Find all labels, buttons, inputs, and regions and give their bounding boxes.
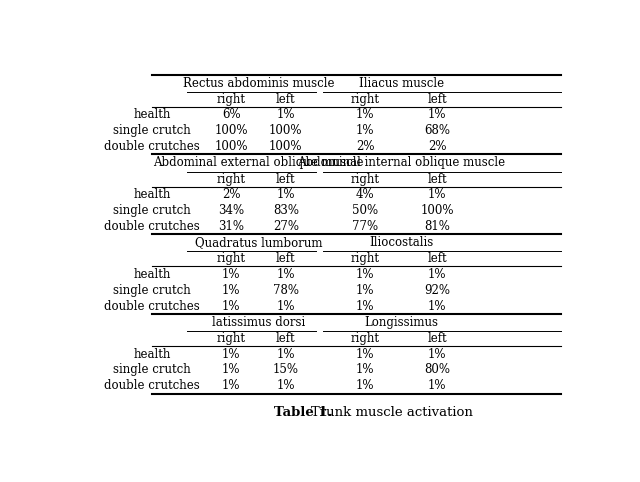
Text: 80%: 80% (424, 363, 450, 376)
Text: 1%: 1% (276, 379, 295, 392)
Text: health: health (133, 188, 171, 201)
Text: right: right (217, 173, 246, 186)
Text: right: right (351, 332, 380, 345)
Text: Trunk muscle activation: Trunk muscle activation (310, 405, 472, 418)
Text: 4%: 4% (356, 188, 374, 201)
Text: Iliocostalis: Iliocostalis (369, 236, 433, 249)
Text: Rectus abdominis muscle: Rectus abdominis muscle (183, 77, 334, 90)
Text: 15%: 15% (273, 363, 299, 376)
Text: 81%: 81% (424, 220, 450, 233)
Text: Iliacus muscle: Iliacus muscle (358, 77, 444, 90)
Text: health: health (133, 108, 171, 121)
Text: 2%: 2% (428, 140, 446, 153)
Text: 1%: 1% (356, 284, 374, 297)
Text: 1%: 1% (428, 348, 446, 361)
Text: 1%: 1% (222, 268, 241, 281)
Text: 1%: 1% (356, 124, 374, 137)
Text: single crutch: single crutch (113, 124, 191, 137)
Text: 100%: 100% (420, 204, 454, 217)
Text: 1%: 1% (428, 379, 446, 392)
Text: 78%: 78% (273, 284, 299, 297)
Text: 1%: 1% (222, 379, 241, 392)
Text: 2%: 2% (222, 188, 241, 201)
Text: right: right (217, 93, 246, 106)
Text: Abdominal external oblique muscle: Abdominal external oblique muscle (154, 157, 364, 170)
Text: right: right (351, 93, 380, 106)
Text: left: left (276, 173, 296, 186)
Text: 27%: 27% (273, 220, 299, 233)
Text: 1%: 1% (356, 108, 374, 121)
Text: 83%: 83% (273, 204, 299, 217)
Text: 100%: 100% (214, 124, 248, 137)
Text: 1%: 1% (276, 108, 295, 121)
Text: left: left (276, 332, 296, 345)
Text: left: left (428, 253, 447, 266)
Text: 1%: 1% (428, 188, 446, 201)
Text: single crutch: single crutch (113, 284, 191, 297)
Text: 1%: 1% (428, 268, 446, 281)
Text: double crutches: double crutches (104, 299, 200, 312)
Text: Abdominal internal oblique muscle: Abdominal internal oblique muscle (297, 157, 505, 170)
Text: left: left (276, 253, 296, 266)
Text: left: left (428, 332, 447, 345)
Text: left: left (428, 93, 447, 106)
Text: left: left (428, 173, 447, 186)
Text: double crutches: double crutches (104, 140, 200, 153)
Text: 1%: 1% (276, 188, 295, 201)
Text: right: right (351, 173, 380, 186)
Text: 92%: 92% (424, 284, 450, 297)
Text: 100%: 100% (269, 124, 303, 137)
Text: right: right (217, 253, 246, 266)
Text: health: health (133, 268, 171, 281)
Text: 1%: 1% (276, 268, 295, 281)
Text: Longissimus: Longissimus (364, 316, 438, 329)
Text: latissimus dorsi: latissimus dorsi (212, 316, 305, 329)
Text: right: right (217, 332, 246, 345)
Text: Quadratus lumborum: Quadratus lumborum (195, 236, 323, 249)
Text: health: health (133, 348, 171, 361)
Text: double crutches: double crutches (104, 220, 200, 233)
Text: 1%: 1% (222, 363, 241, 376)
Text: 1%: 1% (356, 268, 374, 281)
Text: left: left (276, 93, 296, 106)
Text: 100%: 100% (214, 140, 248, 153)
Text: 31%: 31% (218, 220, 244, 233)
Text: 50%: 50% (352, 204, 378, 217)
Text: 34%: 34% (218, 204, 244, 217)
Text: 1%: 1% (356, 379, 374, 392)
Text: single crutch: single crutch (113, 363, 191, 376)
Text: 1%: 1% (222, 348, 241, 361)
Text: 1%: 1% (276, 348, 295, 361)
Text: 1%: 1% (222, 284, 241, 297)
Text: 1%: 1% (356, 348, 374, 361)
Text: 1%: 1% (428, 299, 446, 312)
Text: right: right (351, 253, 380, 266)
Text: 2%: 2% (356, 140, 374, 153)
Text: 6%: 6% (222, 108, 241, 121)
Text: 77%: 77% (352, 220, 378, 233)
Text: 100%: 100% (269, 140, 303, 153)
Text: 1%: 1% (276, 299, 295, 312)
Text: double crutches: double crutches (104, 379, 200, 392)
Text: Table 1.: Table 1. (275, 405, 333, 418)
Text: 1%: 1% (356, 363, 374, 376)
Text: 1%: 1% (356, 299, 374, 312)
Text: 68%: 68% (424, 124, 450, 137)
Text: 1%: 1% (222, 299, 241, 312)
Text: 1%: 1% (428, 108, 446, 121)
Text: single crutch: single crutch (113, 204, 191, 217)
